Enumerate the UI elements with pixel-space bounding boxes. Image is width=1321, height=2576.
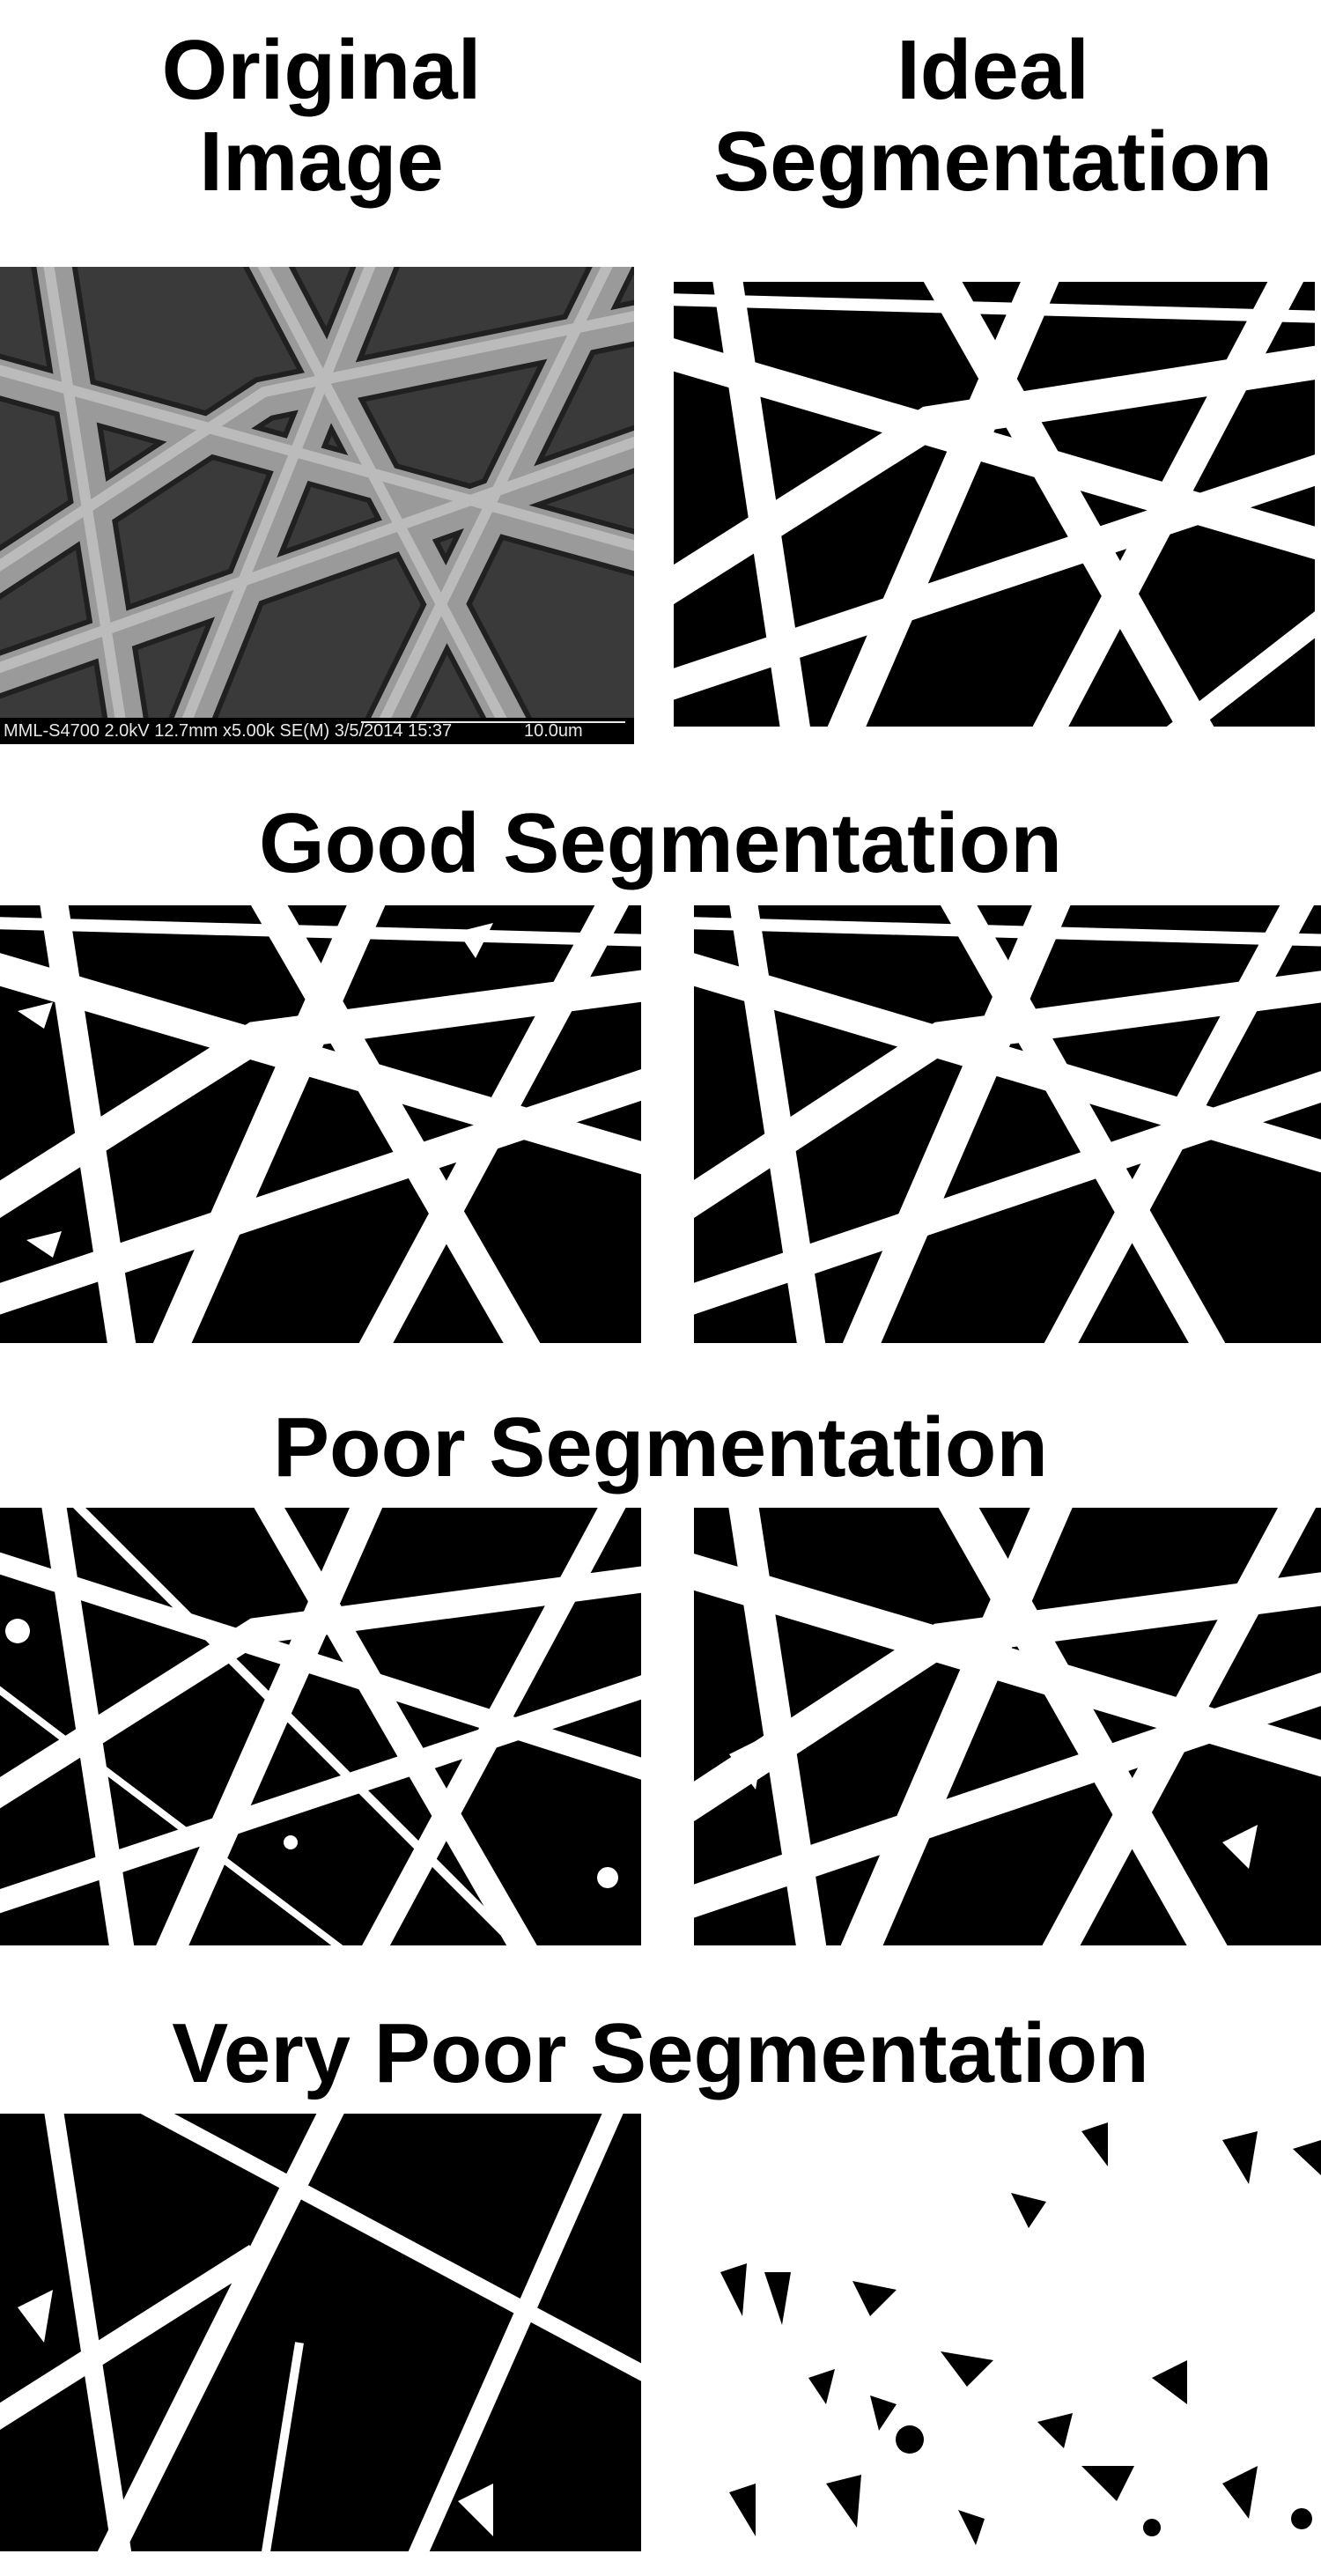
- very-poor-segmentation-image-2: [694, 2114, 1321, 2551]
- ideal-mask-svg: [674, 282, 1315, 727]
- title-ideal-line2: Segmentation: [713, 114, 1273, 209]
- very-poor-mask-1-svg: [0, 2114, 641, 2551]
- sem-scale-bar: [361, 721, 625, 732]
- original-sem-image: MML-S4700 2.0kV 12.7mm x5.00k SE(M) 3/5/…: [0, 267, 634, 744]
- title-very-poor-segmentation: Very Poor Segmentation: [172, 2006, 1149, 2100]
- poor-mask-1-svg: [0, 1508, 641, 1945]
- good-segmentation-image-2: [694, 905, 1321, 1343]
- title-poor-segmentation: Poor Segmentation: [272, 1400, 1049, 1495]
- title-original-line1: Original: [161, 23, 482, 117]
- title-ideal-segmentation: Ideal Segmentation: [665, 25, 1321, 208]
- good-segmentation-image-1: [0, 905, 641, 1343]
- good-mask-1-svg: [0, 905, 641, 1343]
- poor-segmentation-image-2: [694, 1508, 1321, 1945]
- sem-scale-label: 10.0um: [524, 721, 583, 741]
- ideal-segmentation-image: [674, 282, 1315, 727]
- sem-info-text: MML-S4700 2.0kV 12.7mm x5.00k SE(M) 3/5/…: [4, 721, 453, 741]
- title-good-segmentation: Good Segmentation: [259, 796, 1062, 890]
- very-poor-segmentation-image-1: [0, 2114, 641, 2551]
- title-original-line2: Image: [199, 114, 444, 209]
- poor-segmentation-image-1: [0, 1508, 641, 1945]
- title-original-image: Original Image: [0, 25, 643, 208]
- very-poor-mask-2-svg: [720, 2122, 1321, 2545]
- good-mask-2-svg: [694, 905, 1321, 1343]
- poor-mask-2-svg: [694, 1508, 1321, 1945]
- sem-caption-bar: MML-S4700 2.0kV 12.7mm x5.00k SE(M) 3/5/…: [0, 718, 634, 744]
- sem-fibers-svg: [0, 267, 634, 744]
- title-ideal-line1: Ideal: [897, 23, 1089, 117]
